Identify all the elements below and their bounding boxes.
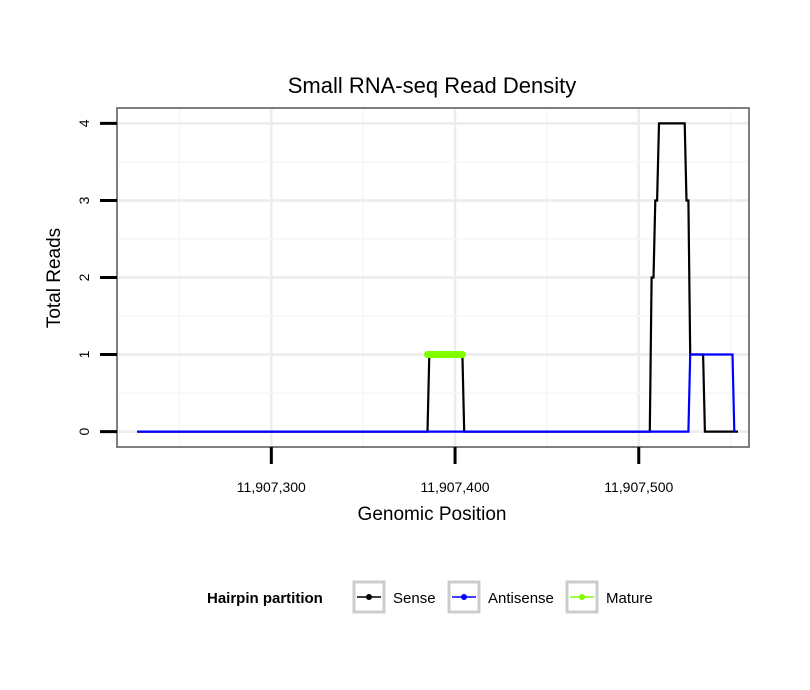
y-tick-label: 1 <box>76 350 92 358</box>
legend-label-mature: Mature <box>606 590 653 607</box>
x-tick-label: 11,907,400 <box>421 479 490 495</box>
legend-key-point-mature <box>579 594 585 600</box>
x-tick-label: 11,907,500 <box>604 479 673 495</box>
y-tick-label: 2 <box>76 273 92 281</box>
x-axis-title: Genomic Position <box>358 504 507 525</box>
series-line-antisense <box>137 353 736 433</box>
y-axis-title: Total Reads <box>44 228 65 328</box>
x-axis: 11,907,300 11,907,400 11,907,500 <box>237 447 673 495</box>
y-axis: 0 1 2 3 4 <box>76 119 117 435</box>
legend: Hairpin partition Sense Antisense Mature <box>207 580 653 614</box>
legend-title: Hairpin partition <box>207 590 323 607</box>
chart-title: Small RNA-seq Read Density <box>288 73 577 98</box>
y-tick-label: 3 <box>76 196 92 204</box>
legend-item-sense: Sense <box>352 580 436 614</box>
legend-label-sense: Sense <box>393 590 436 607</box>
y-tick-label: 0 <box>76 427 92 435</box>
y-tick-label: 4 <box>76 119 92 127</box>
legend-item-mature: Mature <box>565 580 653 614</box>
legend-label-antisense: Antisense <box>488 590 554 607</box>
series-group <box>137 122 738 433</box>
legend-key-point-sense <box>366 594 372 600</box>
x-tick-label: 11,907,300 <box>237 479 306 495</box>
legend-item-antisense: Antisense <box>447 580 554 614</box>
legend-key-point-antisense <box>461 594 467 600</box>
